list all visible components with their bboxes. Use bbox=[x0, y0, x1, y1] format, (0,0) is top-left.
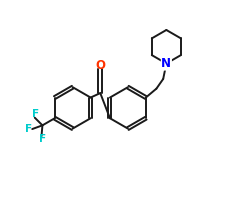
Text: F: F bbox=[25, 124, 32, 134]
Text: F: F bbox=[39, 134, 46, 144]
Text: O: O bbox=[95, 59, 105, 72]
Text: N: N bbox=[161, 57, 171, 70]
Text: F: F bbox=[32, 109, 39, 119]
